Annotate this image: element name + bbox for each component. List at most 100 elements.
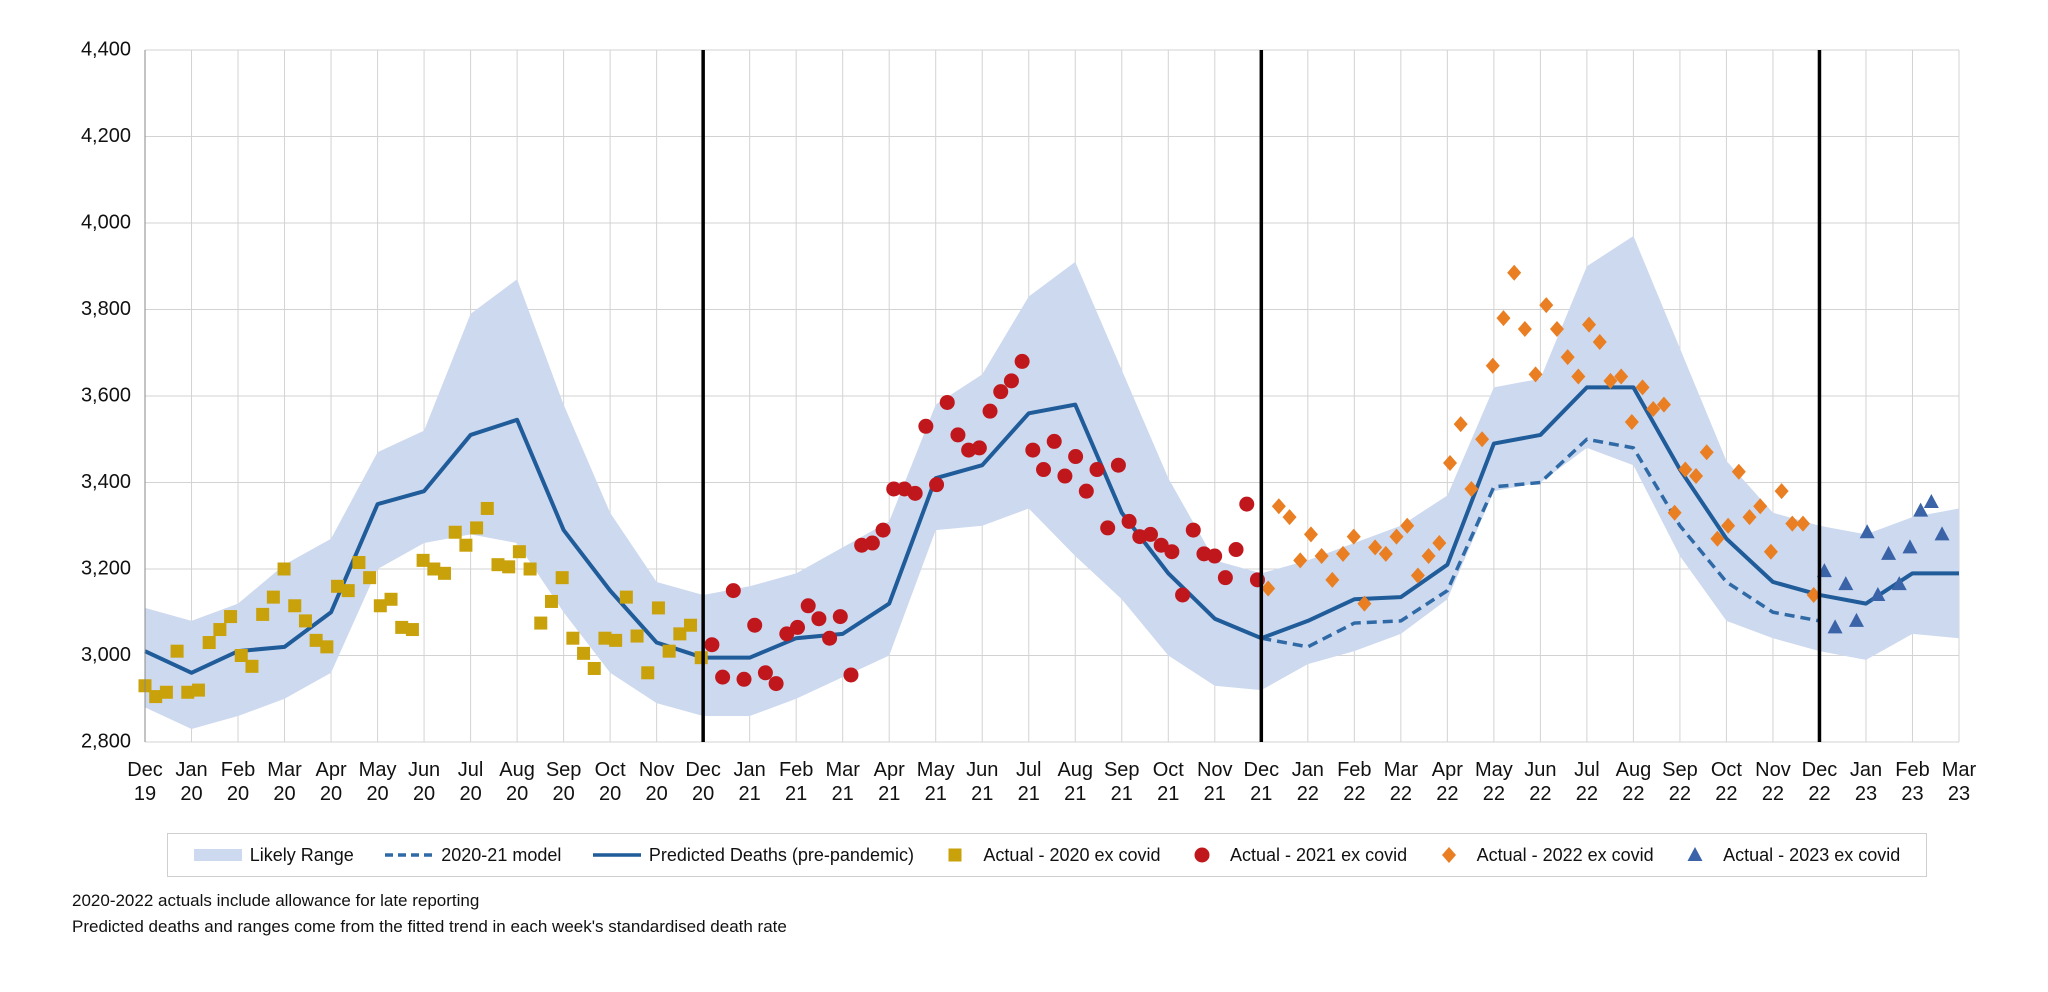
point <box>1774 483 1789 500</box>
point <box>352 556 366 570</box>
point <box>298 614 312 628</box>
point <box>256 607 270 621</box>
point <box>609 633 623 647</box>
x-tick-label: Jan 20 <box>175 759 208 805</box>
point <box>1891 576 1907 591</box>
series-line <box>1260 437 1820 649</box>
point <box>939 394 955 410</box>
legend-item: 2020-21 model <box>385 845 561 866</box>
point <box>1046 433 1062 449</box>
x-tick-label: Sep 22 <box>1662 759 1698 805</box>
footnote: Predicted deaths and ranges come from th… <box>72 917 787 936</box>
x-tick-label: Feb 21 <box>778 759 814 805</box>
point <box>725 583 741 599</box>
point <box>1923 493 1939 508</box>
x-tick-label: Dec 19 <box>127 759 163 805</box>
point <box>1293 552 1308 569</box>
point <box>1731 463 1746 480</box>
legend-item: Actual - 2020 ex covid <box>945 845 1161 866</box>
point <box>448 525 462 539</box>
point <box>1175 587 1191 603</box>
point <box>630 629 644 643</box>
y-tick-label: 4,400 <box>81 38 131 60</box>
point <box>1603 372 1618 389</box>
point <box>1121 513 1137 529</box>
point <box>1560 349 1575 366</box>
y-tick-label: 4,000 <box>81 211 131 233</box>
point <box>1592 333 1607 350</box>
x-tick-label: Jun 20 <box>407 759 441 805</box>
point <box>1142 526 1158 542</box>
point <box>170 644 184 658</box>
point <box>544 594 558 608</box>
point <box>1763 543 1778 560</box>
x-tick-label: May 20 <box>358 759 397 805</box>
point <box>1838 576 1854 591</box>
legend-swatch <box>592 853 641 857</box>
point <box>470 521 484 535</box>
x-tick-label: Nov 20 <box>638 759 675 805</box>
point <box>288 599 302 613</box>
legend-item: Likely Range <box>193 845 354 866</box>
point <box>202 636 216 650</box>
point <box>149 690 163 704</box>
point <box>1389 528 1404 545</box>
y-tick-label: 3,800 <box>81 298 131 320</box>
point <box>1089 462 1105 478</box>
point <box>491 558 505 572</box>
point <box>662 644 676 658</box>
point <box>1421 548 1436 565</box>
footnote: 2020-2022 actuals include allowance for … <box>72 891 480 910</box>
point <box>1368 539 1383 556</box>
point <box>1656 396 1671 413</box>
point <box>641 666 655 680</box>
point <box>1721 517 1736 534</box>
point <box>1870 586 1886 601</box>
x-tick-label: Sep 21 <box>1103 759 1140 805</box>
x-tick-label: Jan 23 <box>1849 759 1883 805</box>
point <box>907 485 923 501</box>
point <box>1003 373 1019 389</box>
point <box>1110 457 1126 473</box>
x-tick-label: Nov 22 <box>1755 759 1791 805</box>
legend-item: Actual - 2023 ex covid <box>1685 845 1900 866</box>
legend-marker <box>1687 847 1703 861</box>
x-tick-label: Jun 21 <box>966 759 999 805</box>
legend-swatch-fill <box>193 849 242 861</box>
point <box>1100 520 1116 536</box>
point <box>1346 528 1361 545</box>
point <box>747 617 763 633</box>
point <box>1400 517 1415 534</box>
legend-label: Actual - 2023 ex covid <box>1723 844 1901 865</box>
point <box>1303 526 1318 543</box>
x-tick-label: Aug 21 <box>1057 759 1094 805</box>
point <box>1795 515 1810 532</box>
x-tick-label: Oct 20 <box>594 759 626 805</box>
point <box>811 611 827 627</box>
x-tick-label: Oct 21 <box>1152 759 1184 805</box>
point <box>341 584 355 598</box>
legend-item: Predicted Deaths (pre-pandemic) <box>592 845 914 866</box>
point <box>1378 545 1393 562</box>
legend-label: Actual - 2022 ex covid <box>1476 844 1654 865</box>
legend-label: 2020-21 model <box>441 844 562 865</box>
point <box>405 623 419 637</box>
legend-marker <box>1441 847 1456 863</box>
point <box>598 631 612 645</box>
point <box>864 535 880 551</box>
point <box>1785 515 1800 532</box>
point <box>245 659 259 673</box>
point <box>694 651 708 665</box>
legend-swatch <box>1687 847 1703 861</box>
point <box>843 667 859 683</box>
x-tick-label: Dec 21 <box>1243 759 1280 805</box>
point <box>1678 461 1693 478</box>
point <box>1571 368 1586 385</box>
point <box>1057 468 1073 484</box>
point <box>1635 379 1650 396</box>
point <box>1453 416 1468 433</box>
point <box>309 633 323 647</box>
point <box>1314 548 1329 565</box>
point <box>395 620 409 634</box>
